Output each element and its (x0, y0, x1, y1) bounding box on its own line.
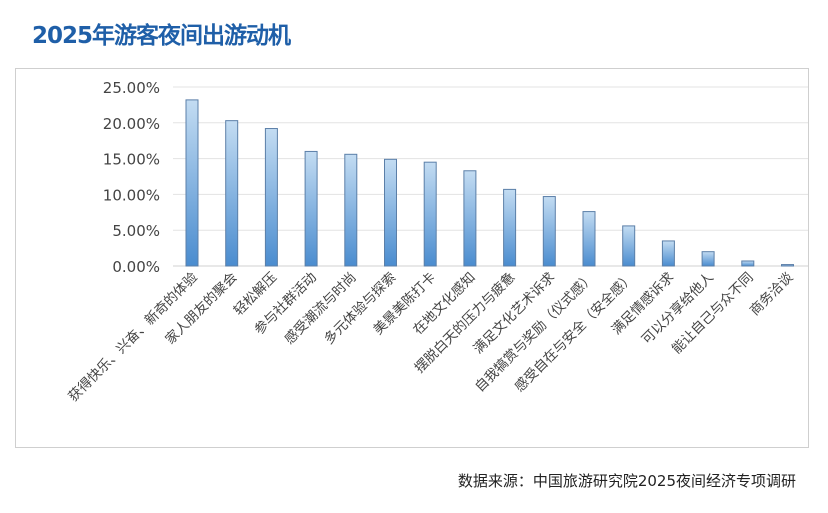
y-tick-label: 5.00% (112, 222, 160, 240)
y-tick-label: 0.00% (112, 258, 160, 276)
chart-title: 2025年游客夜间出游动机 (32, 23, 291, 49)
bar-chart: 0.00%5.00%10.00%15.00%20.00%25.00%获得快乐、兴… (65, 79, 808, 405)
bar (384, 158, 397, 267)
y-tick-label: 10.00% (103, 186, 160, 204)
y-tick-label: 15.00% (103, 151, 160, 169)
chart-frame (15, 68, 809, 448)
bar (701, 251, 715, 267)
x-tick-label: 多元体验与探索 (320, 269, 399, 348)
bar (622, 225, 636, 267)
data-source: 数据来源：中国旅游研究院2025夜间经济专项调研 (457, 472, 796, 490)
bar (781, 264, 794, 267)
bar (423, 161, 437, 267)
y-tick-label: 25.00% (103, 79, 160, 97)
bar (582, 211, 596, 267)
bar (542, 196, 556, 267)
bar (225, 120, 239, 267)
bar (741, 260, 755, 267)
y-tick-label: 20.00% (103, 115, 160, 133)
bar (463, 170, 477, 267)
bar (344, 153, 358, 267)
bar (503, 188, 517, 267)
x-tick-label: 商务洽谈 (747, 269, 797, 319)
bar (264, 128, 278, 267)
x-tick-label: 感受潮流与时尚 (281, 269, 360, 348)
bar (661, 240, 675, 267)
bar (185, 99, 199, 267)
x-tick-label: 家人朋友的聚会 (162, 269, 241, 348)
bar (304, 150, 318, 267)
